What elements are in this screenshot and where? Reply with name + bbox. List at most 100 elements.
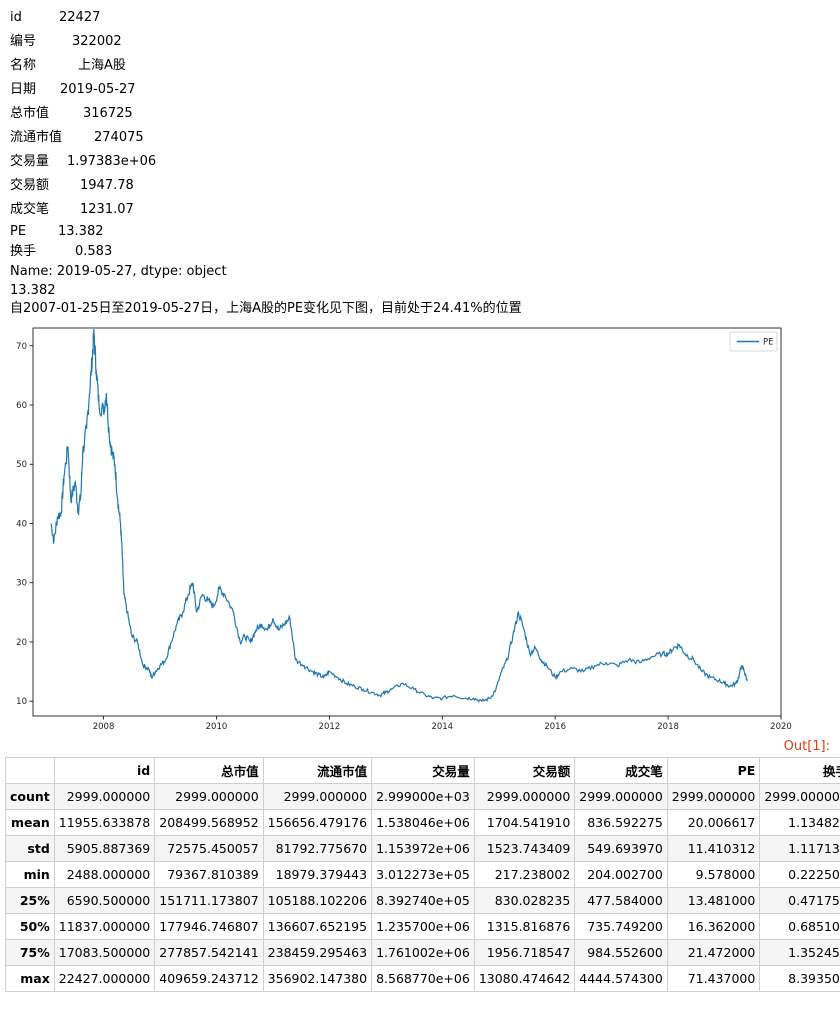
pe-value: 13.382 [10,283,56,298]
table-cell: 5905.887369 [53,835,156,862]
table-cell: 0.685100 [759,913,840,940]
y-axis: 10 20 30 40 50 60 70 [16,342,33,707]
x-tick: 2014 [431,716,453,732]
table-cell: 0.471750 [759,887,840,914]
x-tick-label: 2012 [319,722,341,732]
table-cell: 2.999000e+03 [371,783,475,810]
table-cell: 136607.652195 [262,913,373,940]
series-key: 总市值 [10,106,50,121]
column-header: 换手 [759,757,840,784]
table-body: count 2999.000000 2999.000000 2999.000000 2.… [5,783,840,992]
table-cell: 830.028235 [473,887,576,914]
y-tick: 30 [16,579,33,589]
series-row: 换手 0.583 [10,242,570,262]
table-cell: 2999.000000 [666,783,761,810]
table-cell: 1704.541910 [473,809,576,836]
series-row: 名称 上海A股 [10,54,570,78]
table-cell: 1.153972e+06 [371,835,475,862]
series-value: 322002 [72,34,122,49]
table-cell: 79367.810389 [154,861,264,888]
row-label: max [5,965,55,992]
table-cell: 3.012273e+05 [371,861,475,888]
x-axis: 2008 2010 2012 2014 2016 2018 2020 [93,716,792,732]
x-tick-label: 2014 [431,722,453,732]
y-tick: 50 [16,460,33,470]
series-key: 名称 [10,58,37,73]
series-key: 交易额 [10,178,50,193]
row-label: min [5,861,55,888]
table-cell: 72575.450057 [154,835,264,862]
x-tick: 2012 [319,716,341,732]
table-cell: 11837.000000 [53,913,156,940]
series-row: 日期 2019-05-27 [10,78,570,102]
x-tick: 2018 [657,716,679,732]
y-tick-label: 40 [16,519,27,529]
table-cell: 238459.295463 [262,939,373,966]
table-cell: 17083.500000 [53,939,156,966]
series-key: 日期 [10,82,37,97]
series-row: PE 13.382 [10,222,570,242]
table-cell: 18979.379443 [262,861,373,888]
table-cell: 8.568770e+06 [371,965,475,992]
column-header: 成交笔 [574,757,668,784]
table-cell: 20.006617 [666,809,761,836]
table-cell: 4444.574300 [574,965,668,992]
table-cell: 177946.746807 [154,913,264,940]
table-cell: 1956.718547 [473,939,576,966]
series-row: 编号 322002 [10,30,570,54]
table-cell: 2999.000000 [53,783,156,810]
x-tick: 2010 [206,716,227,732]
x-tick-label: 2018 [657,722,679,732]
series-value: 22427 [59,10,101,25]
series-value: 274075 [94,130,144,145]
series-value: 1.97383e+06 [67,154,157,169]
table-row: 75% 17083.500000 277857.542141 238459.29546… [5,939,840,966]
series-key: id [10,10,22,25]
series-line-pe [50,328,748,703]
out-prompt: Out[1]: [783,739,830,754]
series-row: 交易额 1947.78 [10,174,570,198]
column-header: 交易量 [371,757,475,784]
table-cell: 409659.243712 [154,965,264,992]
y-tick: 10 [16,697,33,707]
series-key: PE [10,224,27,239]
table-cell: 1315.816876 [473,913,576,940]
table-cell: 1.761002e+06 [371,939,475,966]
y-tick-label: 30 [16,579,27,589]
y-tick: 60 [16,401,33,411]
x-tick: 2008 [93,716,114,732]
series-value: 316725 [83,106,133,121]
series-key: 换手 [10,244,37,259]
column-header: 交易额 [473,757,576,784]
pe-line-chart: 2008 2010 2012 2014 2016 2018 2020 10 20 30 40 50 6… [16,327,792,732]
series-value: 0.583 [75,244,113,259]
series-row: 交易量 1.97383e+06 [10,150,570,174]
table-cell: 81792.775670 [262,835,373,862]
column-header: id [53,757,156,784]
series-row: 成交笔 1231.07 [10,198,570,222]
x-tick: 2020 [770,716,792,732]
table-cell: 2999.000000 [759,783,840,810]
y-tick-label: 50 [16,460,27,470]
table-cell: 277857.542141 [154,939,264,966]
row-label: 25% [5,887,55,914]
table-header-row: id总市值流通市值交易量交易额成交笔PE换手 [5,757,840,784]
table-row: max 22427.000000 409659.243712 356902.14738… [5,965,840,992]
y-tick: 20 [16,638,33,648]
describe-table: id总市值流通市值交易量交易额成交笔PE换手 count2999.0000002… [5,757,840,992]
series-footer: Name: 2019-05-27, dtype: object [10,264,227,279]
table-cell: 22427.000000 [53,965,156,992]
column-header: 总市值 [154,757,264,784]
table-row: 50% 11837.000000 177946.746807 136607.65219… [5,913,840,940]
table-row: 25% 6590.500000 151711.173807 105188.102206… [5,887,840,914]
table-cell: 156656.479176 [262,809,373,836]
table-cell: 356902.147380 [262,965,373,992]
table-cell: 0.222500 [759,861,840,888]
x-tick-label: 2020 [770,722,792,732]
table-cell: 1.352450 [759,939,840,966]
table-cell: 1.134827 [759,809,840,836]
column-header: PE [666,757,761,784]
table-cell: 2999.000000 [473,783,576,810]
table-cell: 8.392740e+05 [371,887,475,914]
series-value: 1231.07 [80,202,134,217]
